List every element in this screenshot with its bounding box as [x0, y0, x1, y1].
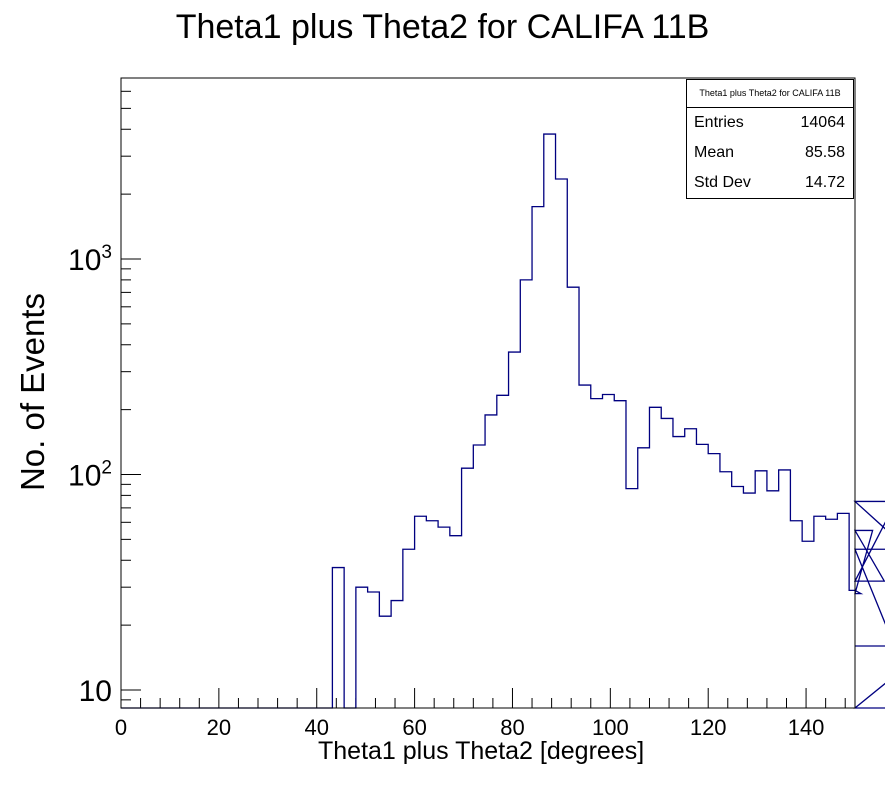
- stat-value: 14064: [800, 114, 846, 131]
- x-tick-label: 40: [304, 715, 328, 740]
- stat-row-mean: Mean 85.58: [687, 138, 853, 168]
- stat-label: Entries: [694, 114, 744, 131]
- axis-ticks: [120, 90, 846, 708]
- x-tick-labels: 0 20 40 60 80 100 120 140: [115, 715, 825, 740]
- plot-frame: [120, 77, 856, 709]
- x-tick-label: 100: [592, 715, 629, 740]
- stats-title: Theta1 plus Theta2 for CALIFA 11B: [687, 80, 853, 108]
- y-tick-labels: 10 102 103: [68, 242, 112, 708]
- y-tick-label: 102: [68, 458, 112, 493]
- x-tick-label: 140: [788, 715, 825, 740]
- stat-value: 85.58: [804, 144, 845, 161]
- y-axis-label: No. of Events: [14, 292, 51, 492]
- stats-box: Theta1 plus Theta2 for CALIFA 11B Entrie…: [686, 79, 854, 199]
- y-tick-label: 10: [79, 675, 112, 708]
- stat-label: Mean: [694, 144, 735, 161]
- histogram-line: [121, 133, 885, 709]
- stat-row-entries: Entries 14064: [687, 108, 853, 138]
- y-tick-label: 103: [68, 242, 112, 277]
- stat-value: 14.72: [804, 174, 845, 191]
- stat-label: Std Dev: [694, 174, 751, 191]
- chart-title: Theta1 plus Theta2 for CALIFA 11B: [175, 8, 710, 46]
- x-tick-label: 20: [207, 715, 231, 740]
- x-tick-label: 60: [402, 715, 426, 740]
- x-tick-label: 120: [690, 715, 727, 740]
- x-axis-label: Theta1 plus Theta2 [degrees]: [318, 737, 645, 765]
- stat-row-stddev: Std Dev 14.72: [687, 168, 853, 198]
- x-tick-label: 80: [500, 715, 524, 740]
- x-tick-label: 0: [115, 715, 127, 740]
